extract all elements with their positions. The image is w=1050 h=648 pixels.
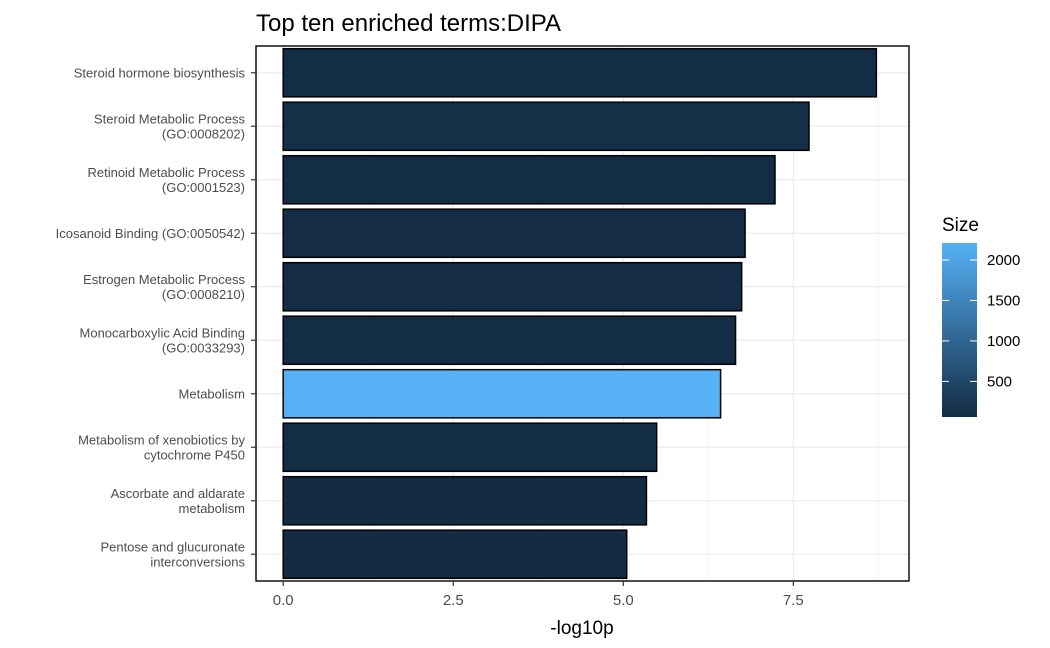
- y-axis: Steroid hormone biosynthesis Steroid Meta…: [56, 65, 256, 569]
- y-tick-label: Retinoid Metabolic Process (GO:0001523): [87, 165, 245, 195]
- legend-tick-label: 2000: [987, 252, 1020, 269]
- y-tick-label: Steroid hormone biosynthesis: [74, 65, 246, 80]
- x-axis-label: -log10p: [550, 618, 613, 639]
- bar: [282, 154, 776, 205]
- y-tick-label: Icosanoid Binding (GO:0050542): [56, 226, 245, 241]
- x-axis: 0.0 2.5 5.0 7.5: [273, 581, 804, 609]
- legend-tick-label: 500: [987, 373, 1012, 390]
- x-tick-label: 7.5: [783, 592, 804, 609]
- y-tick-label: Monocarboxylic Acid Binding (GO:0033293): [80, 325, 245, 355]
- panel-border: [255, 45, 910, 582]
- y-tick-label: Ascorbate and aldarate metabolism: [111, 486, 245, 516]
- y-tick-label: Pentose and glucuronate interconversions: [100, 539, 245, 569]
- legend-tick-label: 1000: [987, 333, 1020, 350]
- y-tick-label: Estrogen Metabolic Process (GO:0008210): [83, 272, 245, 302]
- y-tick-label: Metabolism of xenobiotics by cytochrome P…: [78, 432, 245, 462]
- bar: [282, 47, 878, 98]
- legend-title: Size: [942, 215, 979, 236]
- bar: [282, 475, 648, 526]
- bar: [282, 422, 658, 473]
- bars: [282, 47, 878, 580]
- chart-title: Top ten enriched terms:DIPA: [256, 10, 561, 37]
- x-tick-label: 2.5: [443, 592, 464, 609]
- bar: [282, 101, 810, 152]
- bar: [282, 529, 628, 580]
- x-tick-label: 5.0: [613, 592, 634, 609]
- y-tick-label: Steroid Metabolic Process (GO:0008202): [94, 111, 246, 141]
- bar: [282, 208, 746, 259]
- bar: [282, 368, 722, 419]
- x-tick-label: 0.0: [273, 592, 294, 609]
- legend-tick-label: 1500: [987, 292, 1020, 309]
- size-legend: Size 500 1000 1500 2000: [942, 215, 1020, 417]
- bar: [282, 315, 737, 366]
- bar: [282, 261, 743, 312]
- y-tick-label: Metabolism: [179, 386, 245, 401]
- legend-colorbar: [942, 243, 977, 417]
